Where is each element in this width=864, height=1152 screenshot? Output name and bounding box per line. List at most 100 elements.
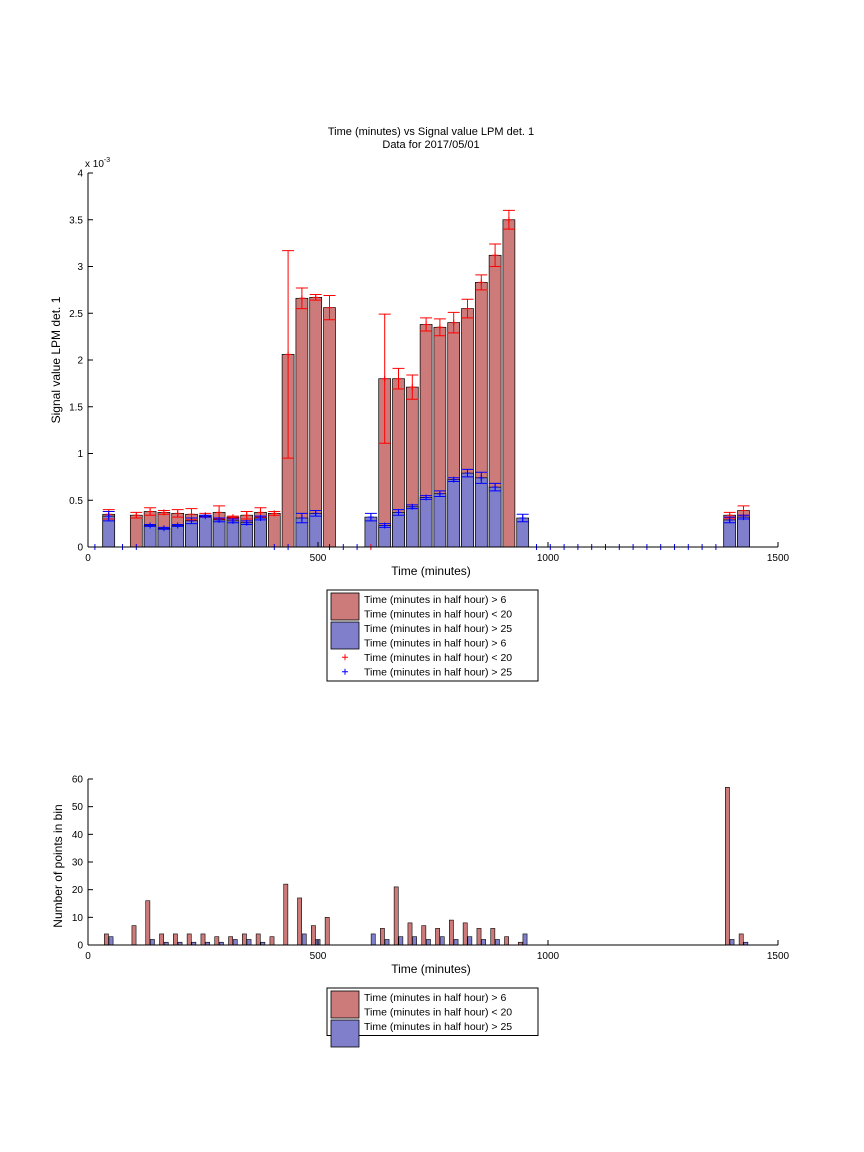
data-marker [188, 511, 195, 518]
legend: Time (minutes in half hour) > 6 Time (min… [326, 589, 539, 682]
bar-blue [198, 515, 212, 548]
count-bar-red [200, 933, 206, 946]
legend-label: Time (minutes in half hour) > 6 [364, 992, 506, 1004]
count-bar-blue [398, 936, 404, 946]
bar-blue [461, 472, 474, 548]
count-bar-blue [426, 939, 431, 946]
data-marker [478, 279, 485, 286]
count-bar-blue [495, 939, 500, 946]
signal-chart: Time (minutes) vs Signal value LPM det. … [49, 126, 790, 682]
data-marker [505, 216, 512, 223]
count-bar-red [435, 928, 440, 946]
count-bar-red [476, 928, 482, 946]
y-axis-label: Number of points in bin [51, 804, 65, 927]
count-bar-red [738, 933, 744, 946]
bar-red [502, 219, 516, 548]
error-bars [91, 209, 750, 550]
y-tick-label: 40 [72, 830, 84, 841]
bar-blue [433, 493, 447, 548]
legend-box [326, 987, 539, 1036]
count-bar-red [269, 936, 275, 946]
legend-box [326, 589, 539, 682]
legend: Time (minutes in half hour) > 6 Time (min… [326, 987, 539, 1048]
data-marker [367, 514, 374, 521]
data-marker [257, 509, 264, 516]
data-marker [464, 305, 471, 312]
legend-label: Time (minutes in half hour) > 6 [364, 637, 506, 649]
x-tick-label: 500 [310, 553, 327, 564]
bar-blue [474, 477, 488, 548]
legend-label: Time (minutes in half hour) > 25 [364, 666, 512, 678]
data-marker [216, 509, 223, 516]
data-marker [450, 319, 457, 326]
y-tick-label: 0 [77, 543, 83, 554]
x-tick-label: 1000 [537, 553, 560, 564]
data-marker [312, 294, 319, 301]
y-tick-label: 4 [77, 169, 83, 180]
y-tick-label: 20 [72, 885, 84, 896]
count-bar-blue [467, 936, 473, 946]
bar-blue [723, 519, 737, 548]
count-bar-blue [246, 939, 252, 946]
bar-blue [309, 512, 323, 548]
legend-marker [342, 654, 348, 661]
x-axis-label: Time (minutes) [391, 962, 471, 976]
data-marker [105, 513, 112, 520]
count-bar-red [145, 900, 151, 946]
count-bar-red [297, 897, 302, 946]
count-bar-red [311, 925, 316, 946]
data-marker [229, 517, 236, 524]
data-marker [243, 512, 250, 519]
y-axis-exponent-power: -3 [104, 157, 110, 164]
data-marker [271, 510, 278, 517]
data-marker [298, 515, 305, 522]
count-bar-red [131, 925, 137, 946]
data-marker [423, 494, 430, 501]
count-chart: 0 500 1000 1500 0 10 20 30 40 50 60 Time (minutes)… [51, 775, 790, 1048]
legend-swatch [330, 592, 360, 621]
count-bar-blue [232, 939, 238, 946]
count-bar-blue [150, 939, 155, 946]
count-bar-blue [412, 936, 417, 946]
data-marker [436, 324, 443, 331]
data-marker [436, 490, 443, 497]
data-marker [464, 470, 471, 477]
data-marker [519, 515, 526, 522]
plot-area: 0 500 1000 1500 0 0.5 1 1.5 2 2.5 3 3.5 4 [69, 169, 789, 565]
count-bar-blue [481, 939, 486, 946]
x-tick-label: 500 [310, 951, 327, 962]
count-bar-red [421, 925, 427, 946]
count-bar-red [504, 936, 509, 946]
count-bar-red [283, 883, 289, 946]
data-marker [298, 295, 305, 302]
count-bar-blue [439, 936, 445, 946]
data-marker [188, 517, 195, 524]
data-marker [381, 522, 388, 529]
count-bar-blue [384, 939, 390, 946]
data-marker [726, 516, 733, 523]
data-marker [492, 484, 499, 491]
x-tick-label: 1000 [537, 951, 560, 962]
data-marker [257, 515, 264, 522]
legend-label: Time (minutes in half hour) > 25 [364, 1021, 512, 1033]
data-marker [285, 351, 292, 358]
legend-label: Time (minutes in half hour) > 25 [364, 623, 512, 635]
count-bar-red [380, 928, 385, 946]
chart-subtitle: Data for 2017/05/01 [382, 139, 479, 151]
data-marker [381, 375, 388, 382]
legend-label: Time (minutes in half hour) < 20 [364, 652, 512, 664]
count-bar-blue [370, 933, 376, 946]
legend-swatch [330, 621, 360, 650]
y-tick-label: 3 [77, 262, 83, 273]
data-marker [395, 509, 402, 516]
bar-blue [171, 525, 185, 548]
count-bar-blue [522, 933, 528, 946]
data-marker [147, 508, 154, 515]
y-tick-label: 0.5 [69, 496, 83, 507]
count-bar-red [214, 936, 220, 946]
y-tick-label: 30 [72, 858, 84, 869]
bar-blue [143, 525, 157, 548]
y-tick-label: 1.5 [69, 402, 83, 413]
legend-label: Time (minutes in half hour) < 20 [364, 608, 512, 620]
